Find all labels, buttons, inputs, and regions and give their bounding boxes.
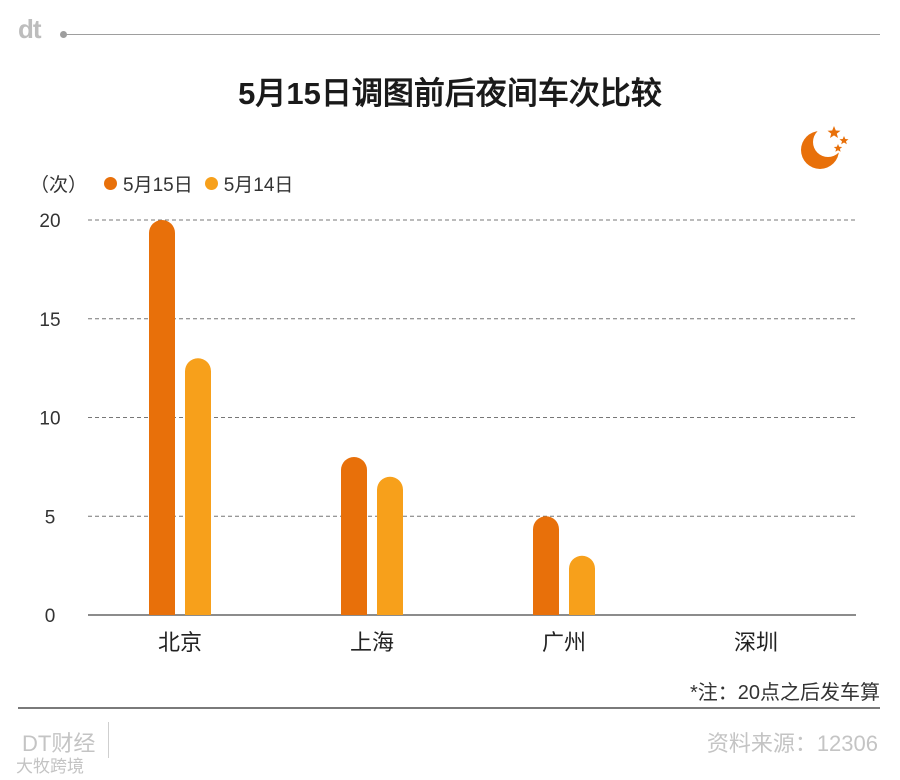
y-tick-label: 20: [39, 211, 60, 232]
bar-may14: [569, 555, 595, 615]
legend-label-may14: 5月14日: [223, 175, 294, 196]
chart-legend: 5月15日 5月14日: [104, 170, 293, 197]
y-tick-label: 0: [45, 606, 56, 627]
footer-source: 资料来源：12306: [706, 731, 878, 756]
legend-item-may15: 5月15日: [104, 170, 193, 197]
y-axis-unit-label: （次）: [30, 175, 88, 196]
y-tick-label: 10: [39, 409, 60, 430]
x-category-label: 深圳: [734, 630, 778, 655]
legend-swatch-may14: [204, 177, 218, 190]
moon-with-stars-icon: [801, 126, 849, 169]
watermark-text: 大牧跨境: [16, 757, 84, 776]
y-tick-label: 5: [45, 507, 56, 528]
bar-may15: [533, 516, 559, 615]
footer-brand: DT财经: [22, 731, 96, 756]
brand-logo: dt: [18, 14, 42, 44]
x-category-label: 上海: [350, 630, 394, 655]
x-category-label: 北京: [158, 630, 202, 655]
header-rule-dot: [60, 31, 67, 38]
bar-may15: [341, 457, 367, 615]
y-tick-label: 15: [39, 310, 60, 331]
footer-separator: [108, 722, 109, 758]
x-category-label: 广州: [542, 630, 586, 655]
legend-label-may15: 5月15日: [123, 175, 193, 196]
header-rule: [64, 34, 880, 35]
legend-swatch-may15: [104, 177, 117, 190]
bar-may14: [377, 476, 403, 615]
bar-may15: [149, 220, 175, 615]
chart-title: 5月15日调图前后夜间车次比较: [238, 76, 662, 111]
footer-rule: [18, 707, 880, 709]
chart-note: *注：20点之后发车算: [689, 682, 880, 704]
legend-item-may14: 5月14日: [204, 170, 294, 197]
bar-may14: [185, 358, 211, 615]
